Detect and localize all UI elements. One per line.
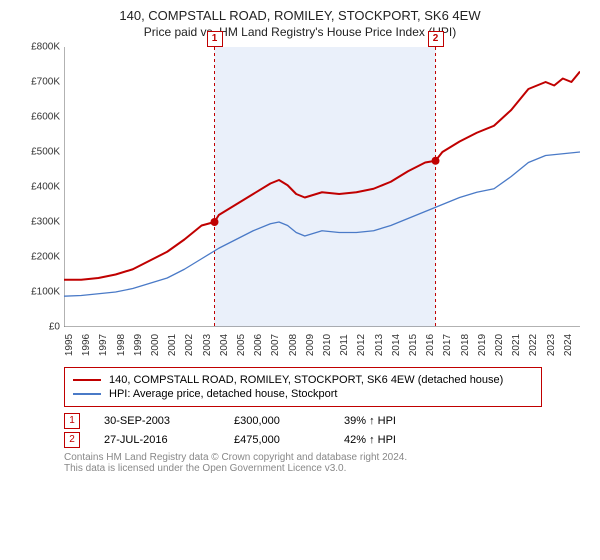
y-tick-label: £700K bbox=[31, 77, 60, 88]
x-tick-label: 2015 bbox=[408, 334, 419, 356]
x-tick-label: 2008 bbox=[288, 334, 299, 356]
x-tick-label: 2019 bbox=[477, 334, 488, 356]
x-tick-label: 2020 bbox=[494, 334, 505, 356]
x-tick-label: 2014 bbox=[391, 334, 402, 356]
footer-line-2: This data is licensed under the Open Gov… bbox=[64, 463, 584, 474]
sale-marker-id: 1 bbox=[69, 415, 75, 426]
sales-table: 1 30-SEP-2003 £300,000 39% ↑ HPI 2 27-JU… bbox=[64, 413, 584, 448]
x-tick-label: 2003 bbox=[202, 334, 213, 356]
sale-marker-1: 1 bbox=[64, 413, 80, 429]
chart-marker-box: 2 bbox=[428, 31, 444, 47]
legend-box: 140, COMPSTALL ROAD, ROMILEY, STOCKPORT,… bbox=[64, 367, 542, 407]
y-tick-label: £400K bbox=[31, 182, 60, 193]
x-tick-label: 1995 bbox=[64, 334, 75, 356]
plot-area: £0£100K£200K£300K£400K£500K£600K£700K£80… bbox=[20, 47, 580, 357]
x-tick-label: 2007 bbox=[270, 334, 281, 356]
x-tick-label: 2006 bbox=[253, 334, 264, 356]
y-axis: £0£100K£200K£300K£400K£500K£600K£700K£80… bbox=[20, 47, 64, 327]
x-axis: 1995 1996 1997 1998 1999 2000 2001 2002 2003 2004… bbox=[64, 327, 580, 357]
legend-label-hpi: HPI: Average price, detached house, Stoc… bbox=[109, 388, 338, 400]
y-tick-label: £800K bbox=[31, 42, 60, 53]
x-tick-label: 2016 bbox=[425, 334, 436, 356]
sale-pct: 39% ↑ HPI bbox=[344, 415, 454, 427]
x-tick-label: 2000 bbox=[150, 334, 161, 356]
y-tick-label: £600K bbox=[31, 112, 60, 123]
sale-price: £475,000 bbox=[234, 434, 344, 446]
sale-marker-id: 2 bbox=[69, 434, 75, 445]
sale-row: 1 30-SEP-2003 £300,000 39% ↑ HPI bbox=[64, 413, 584, 429]
x-tick-label: 2004 bbox=[219, 334, 230, 356]
x-tick-label: 1997 bbox=[98, 334, 109, 356]
x-tick-label: 2023 bbox=[546, 334, 557, 356]
footer: Contains HM Land Registry data © Crown c… bbox=[64, 452, 584, 474]
legend-row: HPI: Average price, detached house, Stoc… bbox=[73, 388, 533, 400]
chart-title: 140, COMPSTALL ROAD, ROMILEY, STOCKPORT,… bbox=[16, 8, 584, 23]
sale-price: £300,000 bbox=[234, 415, 344, 427]
legend-label-property: 140, COMPSTALL ROAD, ROMILEY, STOCKPORT,… bbox=[109, 374, 503, 386]
legend-swatch-property bbox=[73, 379, 101, 381]
chart-marker-box: 1 bbox=[207, 31, 223, 47]
x-tick-label: 2021 bbox=[511, 334, 522, 356]
y-tick-label: £0 bbox=[49, 322, 60, 333]
x-tick-label: 1999 bbox=[133, 334, 144, 356]
y-tick-label: £200K bbox=[31, 252, 60, 263]
sale-marker-2: 2 bbox=[64, 432, 80, 448]
x-tick-label: 2017 bbox=[442, 334, 453, 356]
x-tick-label: 2022 bbox=[528, 334, 539, 356]
legend-swatch-hpi bbox=[73, 393, 101, 395]
legend-row: 140, COMPSTALL ROAD, ROMILEY, STOCKPORT,… bbox=[73, 374, 533, 386]
y-tick-label: £100K bbox=[31, 287, 60, 298]
footer-line-1: Contains HM Land Registry data © Crown c… bbox=[64, 452, 584, 463]
sale-date: 30-SEP-2003 bbox=[104, 415, 234, 427]
x-tick-label: 2001 bbox=[167, 334, 178, 356]
sale-row: 2 27-JUL-2016 £475,000 42% ↑ HPI bbox=[64, 432, 584, 448]
x-tick-label: 2011 bbox=[339, 334, 350, 356]
x-tick-label: 1998 bbox=[116, 334, 127, 356]
x-tick-label: 2010 bbox=[322, 334, 333, 356]
x-tick-label: 2013 bbox=[374, 334, 385, 356]
x-tick-label: 2018 bbox=[460, 334, 471, 356]
y-tick-label: £300K bbox=[31, 217, 60, 228]
chart-svg bbox=[64, 47, 580, 327]
sale-date: 27-JUL-2016 bbox=[104, 434, 234, 446]
x-tick-label: 2024 bbox=[563, 334, 574, 356]
y-tick-label: £500K bbox=[31, 147, 60, 158]
x-tick-label: 2005 bbox=[236, 334, 247, 356]
chart-subtitle: Price paid vs. HM Land Registry's House … bbox=[16, 25, 584, 39]
x-tick-label: 1996 bbox=[81, 334, 92, 356]
x-tick-label: 2012 bbox=[356, 334, 367, 356]
chart-container: 140, COMPSTALL ROAD, ROMILEY, STOCKPORT,… bbox=[0, 0, 600, 482]
sale-pct: 42% ↑ HPI bbox=[344, 434, 454, 446]
x-tick-label: 2009 bbox=[305, 334, 316, 356]
x-tick-label: 2002 bbox=[184, 334, 195, 356]
